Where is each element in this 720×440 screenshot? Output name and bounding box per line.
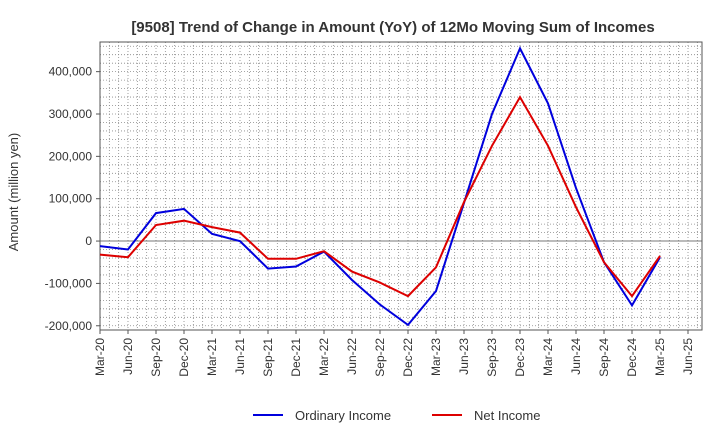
series-line-net-income: [99, 95, 661, 298]
x-tick-label: Jun-20: [121, 338, 135, 375]
x-tick-label: Jun-25: [681, 338, 695, 375]
x-tick-label: Mar-21: [205, 338, 219, 376]
x-tick-label: Sep-24: [597, 338, 611, 377]
y-tick-label: 400,000: [49, 65, 93, 79]
y-tick-label: -100,000: [45, 276, 93, 290]
series-line-ordinary-income: [99, 46, 661, 327]
x-tick-label: Dec-23: [513, 338, 527, 377]
x-tick-label: Mar-25: [653, 338, 667, 376]
x-tick-label: Sep-21: [261, 338, 275, 377]
chart-title: [9508] Trend of Change in Amount (YoY) o…: [131, 19, 654, 36]
y-axis-label: Amount (million yen): [6, 133, 21, 252]
x-tick-label: Dec-20: [177, 338, 191, 377]
plot-area: -200,000 -100,000 0 100,000 200,000 300,000 40…: [45, 41, 703, 377]
x-tick-label: Mar-23: [429, 338, 443, 376]
plot-frame: [99, 41, 703, 331]
x-tick-label: Jun-24: [569, 338, 583, 375]
legend: Ordinary Income Net Income: [253, 408, 540, 423]
x-tick-label: Mar-20: [93, 338, 107, 376]
x-tick-label: Sep-23: [485, 338, 499, 377]
x-tick-label: Sep-20: [149, 338, 163, 377]
y-tick-label: 200,000: [49, 149, 93, 163]
y-tick-label: 300,000: [49, 107, 93, 121]
x-tick-label: Jun-21: [233, 338, 247, 375]
x-tick-label: Jun-23: [457, 338, 471, 375]
legend-label: Net Income: [474, 408, 540, 423]
y-tick-label: 0: [85, 234, 92, 248]
x-tick-label: Dec-21: [289, 338, 303, 377]
y-tick-label: 100,000: [49, 192, 93, 206]
x-tick-label: Mar-24: [541, 338, 555, 376]
x-tick-label: Jun-22: [345, 338, 359, 375]
x-tick-label: Sep-22: [373, 338, 387, 377]
x-tick-label: Dec-24: [625, 338, 639, 377]
plot-background: [100, 42, 702, 330]
y-tick-label: -200,000: [45, 319, 93, 333]
legend-label: Ordinary Income: [295, 408, 391, 423]
x-tick-label: Dec-22: [401, 338, 415, 377]
x-tick-label: Mar-22: [317, 338, 331, 376]
